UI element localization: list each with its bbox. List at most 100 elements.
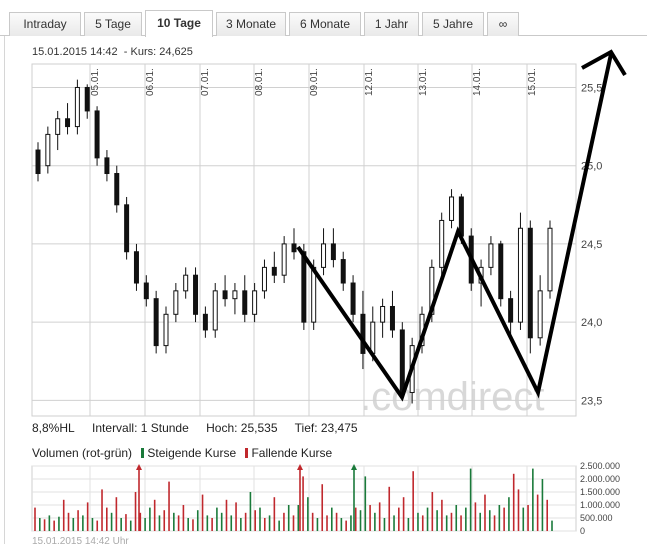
y-tick-label: 25,5 [581, 82, 602, 94]
tab-max[interactable]: ∞ [487, 12, 519, 36]
w-pattern-line [296, 53, 613, 402]
x-tick-label: 08.01. [254, 68, 265, 96]
candle-body [360, 313, 366, 354]
volume-tick-label: 1.500.000 [580, 487, 620, 497]
candle-body [449, 196, 455, 221]
hl-percent: 8,8%HL [32, 421, 75, 435]
x-tick-label: 14.01. [472, 68, 483, 96]
candle-body [94, 110, 100, 159]
x-tick-label: 05.01. [90, 68, 101, 96]
footer-timestamp: 15.01.2015 14:42 Uhr [32, 536, 129, 544]
candle-body [252, 290, 258, 315]
candle-body [399, 329, 405, 394]
candle-body [291, 243, 297, 253]
candle-body [124, 204, 130, 253]
low-value: Tief: 23,475 [294, 421, 358, 435]
comdirect-watermark: .comdirect [360, 375, 545, 419]
candle-body [261, 266, 267, 292]
tab-10-tage[interactable]: 10 Tage [145, 10, 213, 37]
quote-datetime: 15.01.2015 14:42 [32, 46, 118, 58]
candle-body [183, 274, 189, 292]
candle-body [498, 243, 504, 300]
interval-label: Intervall: 1 Stunde [92, 421, 189, 435]
candle-body [321, 243, 327, 268]
y-tick-label: 24,5 [581, 239, 602, 251]
candle-body [45, 133, 51, 167]
falling-label: Fallende Kurse [251, 446, 333, 460]
candle-body [173, 290, 179, 315]
quote-info: 15.01.2015 14:42 - Kurs: 24,625 [32, 46, 193, 58]
chart-panel [4, 36, 647, 544]
volume-tick-label: 2.000.000 [580, 474, 620, 484]
rising-label: Steigende Kurse [147, 446, 237, 460]
volume-overflow-marker [351, 464, 357, 470]
tab-5-jahre[interactable]: 5 Jahre [422, 12, 484, 36]
candle-body [547, 227, 553, 292]
candle-body [340, 259, 346, 284]
volume-overflow-marker [297, 464, 303, 470]
candle-body [55, 118, 61, 135]
candle-body [488, 243, 494, 268]
x-tick-label: 09.01. [309, 68, 320, 96]
tab-1-jahr[interactable]: 1 Jahr [364, 12, 419, 36]
candle-body [84, 86, 90, 112]
x-tick-label: 06.01. [145, 68, 156, 96]
candle-body [350, 282, 356, 315]
candle-body [232, 290, 238, 300]
candle-body [439, 219, 445, 268]
candle-body [537, 290, 543, 339]
candle-body [301, 251, 307, 323]
candle-body [65, 118, 71, 128]
high-value: Hoch: 25,535 [206, 421, 278, 435]
x-tick-label: 12.01. [364, 68, 375, 96]
volume-tick-label: 1.000.000 [580, 500, 620, 510]
volume-legend: Volumen (rot-grün) Steigende Kurse Falle… [32, 446, 332, 460]
volume-tick-label: 500.000 [580, 513, 613, 523]
candle-body [281, 243, 287, 276]
candle-body [193, 274, 199, 315]
rising-swatch [141, 448, 145, 458]
falling-swatch [245, 448, 249, 458]
candle-body [242, 290, 248, 315]
candle-body [114, 173, 120, 206]
candle-body [212, 290, 218, 331]
tab-3-monate[interactable]: 3 Monate [216, 12, 286, 36]
candle-body [133, 251, 139, 284]
candle-body [517, 227, 523, 323]
candle-body [508, 298, 514, 323]
candle-body [458, 196, 464, 237]
candle-body [380, 305, 386, 323]
volume-overflow-marker [136, 464, 142, 470]
volume-tick-label: 2.500.000 [580, 461, 620, 471]
candle-body [311, 266, 317, 323]
candle-body [389, 305, 395, 331]
y-tick-label: 24,0 [581, 317, 602, 329]
x-tick-label: 13.01. [418, 68, 429, 96]
volume-tick-label: 0 [580, 526, 585, 536]
arrowhead [581, 49, 627, 77]
candle-body [370, 321, 376, 354]
tab-6-monate[interactable]: 6 Monate [289, 12, 361, 36]
candle-body [153, 298, 159, 347]
x-tick-label: 15.01. [527, 68, 538, 96]
stats-bar: 8,8%HL Intervall: 1 Stunde Hoch: 25,535 … [32, 421, 372, 435]
candle-body [527, 227, 533, 339]
candle-body [330, 243, 336, 261]
tab-intraday[interactable]: Intraday [9, 12, 81, 36]
candle-body [163, 313, 169, 347]
tab-5-tage[interactable]: 5 Tage [84, 12, 142, 36]
candle-body [74, 86, 80, 128]
candle-body [143, 282, 149, 300]
quote-price: - Kurs: 24,625 [123, 46, 193, 58]
x-tick-label: 07.01. [200, 68, 211, 96]
volume-title: Volumen (rot-grün) [32, 446, 133, 460]
candle-body [104, 157, 110, 175]
y-tick-label: 23,5 [581, 395, 602, 407]
candle-body [271, 266, 277, 276]
timeframe-tabbar: Intraday 5 Tage 10 Tage 3 Monate 6 Monat… [0, 0, 647, 37]
candle-body [35, 149, 41, 175]
price-plot-frame [31, 63, 577, 417]
candle-body [222, 290, 228, 300]
candle-body [202, 313, 208, 331]
